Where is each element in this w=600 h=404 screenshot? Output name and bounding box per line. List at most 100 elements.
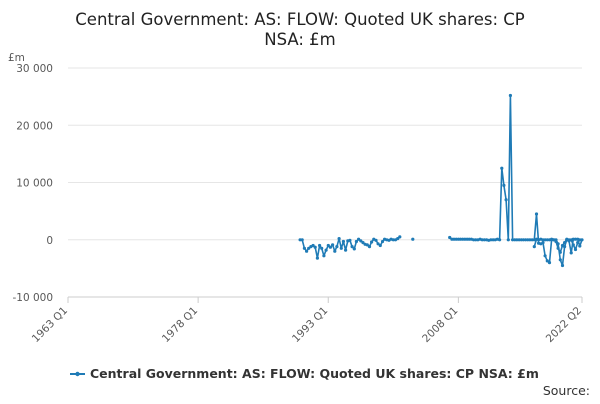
x-tick-labels: 1963 Q1 1978 Q1 1993 Q1 2008 Q1 2022 Q2 bbox=[30, 305, 584, 345]
data-point bbox=[467, 237, 471, 241]
data-point bbox=[328, 245, 332, 249]
data-point bbox=[374, 238, 378, 242]
data-point bbox=[376, 242, 380, 246]
data-point bbox=[524, 238, 528, 242]
data-point bbox=[480, 238, 484, 242]
data-point bbox=[573, 247, 578, 252]
y-axis-unit-label: £m bbox=[8, 52, 25, 64]
data-point bbox=[359, 239, 363, 243]
y-tick-label: 10 000 bbox=[16, 178, 53, 190]
data-point bbox=[339, 246, 343, 250]
data-point bbox=[565, 237, 569, 241]
data-point bbox=[554, 239, 558, 244]
data-point bbox=[357, 237, 361, 241]
data-point bbox=[547, 261, 552, 265]
data-point bbox=[452, 237, 456, 241]
data-point bbox=[558, 258, 562, 262]
legend[interactable]: Central Government: AS: FLOW: Quoted UK … bbox=[70, 366, 539, 381]
data-point bbox=[333, 249, 337, 253]
data-point bbox=[391, 238, 395, 242]
data-point bbox=[337, 237, 341, 241]
data-point bbox=[498, 238, 502, 242]
data-point bbox=[508, 93, 512, 98]
data-point bbox=[335, 245, 339, 249]
x-tick-label: 2022 Q2 bbox=[544, 305, 584, 345]
data-point bbox=[300, 238, 304, 242]
data-point bbox=[515, 238, 519, 242]
data-point bbox=[322, 254, 326, 258]
data-point bbox=[324, 248, 328, 252]
legend-marker-swatch bbox=[75, 371, 80, 377]
gridlines bbox=[67, 67, 583, 303]
data-point bbox=[576, 237, 580, 241]
data-point bbox=[528, 238, 532, 242]
data-point bbox=[560, 263, 565, 268]
data-point bbox=[320, 246, 324, 250]
data-point bbox=[315, 256, 319, 260]
data-point bbox=[341, 239, 345, 244]
data-point bbox=[370, 240, 374, 244]
data-point bbox=[573, 237, 578, 241]
data-point bbox=[504, 198, 508, 202]
x-tick-label: 1963 Q1 bbox=[30, 305, 70, 345]
data-point bbox=[352, 247, 356, 251]
data-point bbox=[510, 238, 515, 242]
data-point bbox=[545, 238, 549, 242]
data-point bbox=[532, 245, 536, 249]
data-point bbox=[556, 246, 560, 250]
data-point bbox=[521, 238, 526, 242]
data-point bbox=[461, 237, 465, 241]
data-point bbox=[354, 239, 358, 244]
series-layer bbox=[298, 93, 584, 268]
data-point bbox=[454, 237, 458, 241]
data-point bbox=[489, 238, 493, 242]
chart-title-line1: Central Government: AS: FLOW: Quoted UK … bbox=[75, 10, 525, 29]
data-point bbox=[302, 246, 306, 250]
data-point bbox=[517, 238, 521, 242]
data-point bbox=[367, 245, 372, 249]
data-point bbox=[458, 237, 463, 241]
legend-series-label: Central Government: AS: FLOW: Quoted UK … bbox=[90, 366, 539, 381]
data-point bbox=[560, 243, 565, 248]
data-point bbox=[534, 212, 539, 216]
x-tick-label: 2008 Q1 bbox=[420, 305, 460, 345]
data-point bbox=[558, 250, 562, 254]
data-point bbox=[530, 238, 534, 242]
data-point bbox=[378, 243, 382, 248]
data-point bbox=[313, 245, 317, 249]
data-point bbox=[318, 243, 322, 248]
x-tick-label: 1978 Q1 bbox=[160, 305, 200, 345]
data-point bbox=[571, 237, 575, 241]
data-point bbox=[411, 237, 415, 241]
y-tick-label: 30 000 bbox=[16, 63, 53, 75]
y-tick-labels: -10 000 0 10 000 20 000 30 000 bbox=[12, 63, 53, 304]
data-point bbox=[307, 246, 311, 250]
data-point bbox=[380, 239, 385, 244]
x-tick-label: 1993 Q1 bbox=[290, 305, 330, 345]
data-point bbox=[543, 238, 547, 242]
data-point bbox=[398, 235, 402, 239]
y-tick-label: 20 000 bbox=[16, 120, 53, 132]
data-point bbox=[502, 183, 506, 187]
data-point bbox=[448, 235, 452, 240]
data-point bbox=[474, 238, 478, 242]
data-point bbox=[552, 238, 556, 242]
data-point bbox=[482, 238, 486, 242]
data-point bbox=[543, 254, 547, 258]
source-label: Source: bbox=[543, 383, 590, 398]
y-tick-label: -10 000 bbox=[12, 292, 53, 304]
data-point bbox=[344, 248, 348, 252]
data-point bbox=[500, 166, 504, 170]
data-point bbox=[506, 238, 510, 242]
data-point bbox=[545, 259, 549, 263]
data-point bbox=[569, 251, 573, 255]
data-point bbox=[567, 239, 571, 243]
data-point bbox=[541, 241, 545, 245]
data-point bbox=[578, 244, 582, 248]
data-point bbox=[305, 249, 309, 253]
y-tick-label: 0 bbox=[46, 235, 53, 247]
data-point bbox=[563, 241, 567, 245]
data-point bbox=[580, 238, 584, 242]
